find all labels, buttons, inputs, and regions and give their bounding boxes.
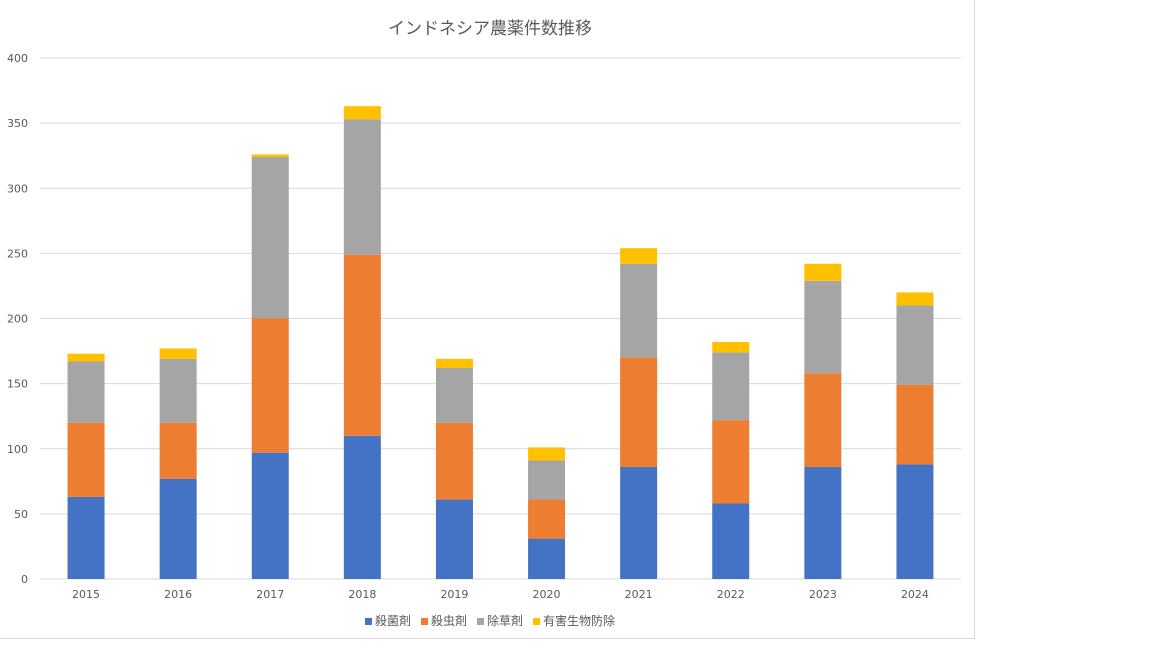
x-tick-label: 2017 (256, 588, 284, 601)
legend-swatch (533, 618, 541, 625)
bar-segment-2022-2 (712, 352, 750, 421)
bar-segment-2023-1 (804, 373, 842, 467)
legend-item: 有害生物防除 (533, 612, 615, 629)
bar-segment-2015-3 (67, 353, 105, 362)
y-tick-label: 150 (7, 378, 28, 391)
bar-segment-2017-2 (251, 156, 289, 319)
legend-label: 有害生物防除 (543, 614, 616, 628)
legend-item: 除草剤 (477, 612, 523, 629)
x-tick-label: 2018 (348, 588, 376, 601)
legend-item: 殺菌剤 (364, 612, 411, 629)
bar-segment-2015-1 (67, 422, 105, 497)
bar-segment-2021-0 (620, 466, 658, 579)
chart-frame (0, 0, 975, 639)
bar-segment-2024-0 (896, 464, 934, 579)
x-tick-label: 2015 (72, 588, 100, 601)
bar-segment-2016-1 (159, 422, 197, 479)
bar-segment-2015-0 (67, 496, 105, 579)
x-tick-label: 2022 (717, 588, 745, 601)
legend-label: 除草剤 (487, 614, 524, 628)
y-tick-label: 350 (7, 117, 28, 130)
bar-segment-2020-1 (528, 499, 566, 539)
bar-segment-2020-2 (528, 460, 566, 500)
x-tick-label: 2021 (625, 588, 653, 601)
bar-segment-2021-2 (620, 263, 658, 358)
bar-segment-2024-1 (896, 384, 934, 465)
bar-segment-2019-3 (435, 358, 473, 368)
bar-segment-2023-3 (804, 263, 842, 281)
x-tick-label: 2024 (901, 588, 929, 601)
bar-segment-2018-1 (343, 254, 381, 436)
bar-segment-2017-1 (251, 318, 289, 453)
bar-segment-2017-3 (251, 154, 289, 157)
bar-segment-2020-0 (528, 538, 566, 579)
y-tick-label: 300 (7, 182, 28, 195)
bar-segment-2022-0 (712, 503, 750, 579)
bar-segment-2024-2 (896, 305, 934, 385)
legend-item: 殺虫剤 (420, 612, 467, 629)
bar-segment-2023-2 (804, 280, 842, 374)
bar-segment-2016-2 (159, 358, 197, 423)
legend: 殺菌剤 殺虫剤 除草剤 有害生物防除 (0, 612, 980, 629)
bar-segment-2021-1 (620, 357, 658, 467)
bar-segment-2024-3 (896, 292, 934, 306)
bar-segment-2022-3 (712, 341, 750, 353)
legend-label: 殺菌剤 (374, 614, 411, 628)
y-tick-label: 400 (7, 52, 28, 65)
x-tick-label: 2016 (164, 588, 192, 601)
bar-segment-2018-2 (343, 119, 381, 255)
y-tick-label: 0 (21, 573, 28, 586)
bar-segment-2020-3 (528, 447, 566, 461)
x-tick-label: 2023 (809, 588, 837, 601)
y-tick-label: 100 (7, 443, 28, 456)
bar-segment-2022-1 (712, 420, 750, 504)
bar-segment-2015-2 (67, 361, 105, 423)
bar-segment-2016-3 (159, 348, 197, 359)
legend-swatch (420, 618, 428, 625)
y-tick-label: 250 (7, 247, 28, 260)
y-tick-label: 200 (7, 313, 28, 326)
bar-segment-2016-0 (159, 478, 197, 579)
x-tick-label: 2020 (533, 588, 561, 601)
y-tick-label: 50 (14, 508, 28, 521)
bar-segment-2023-0 (804, 466, 842, 579)
bar-segment-2019-1 (435, 422, 473, 500)
x-tick-label: 2019 (440, 588, 468, 601)
bar-segment-2021-3 (620, 248, 658, 264)
chart-title: インドネシア農薬件数推移 (388, 19, 592, 39)
bar-segment-2019-2 (435, 367, 473, 423)
legend-swatch (477, 618, 484, 625)
bar-segment-2018-3 (343, 106, 381, 120)
bar-segment-2018-0 (343, 435, 381, 579)
legend-label: 殺虫剤 (430, 614, 467, 628)
bar-segment-2019-0 (435, 499, 473, 579)
bar-segment-2017-0 (251, 452, 289, 579)
legend-swatch (364, 618, 372, 625)
